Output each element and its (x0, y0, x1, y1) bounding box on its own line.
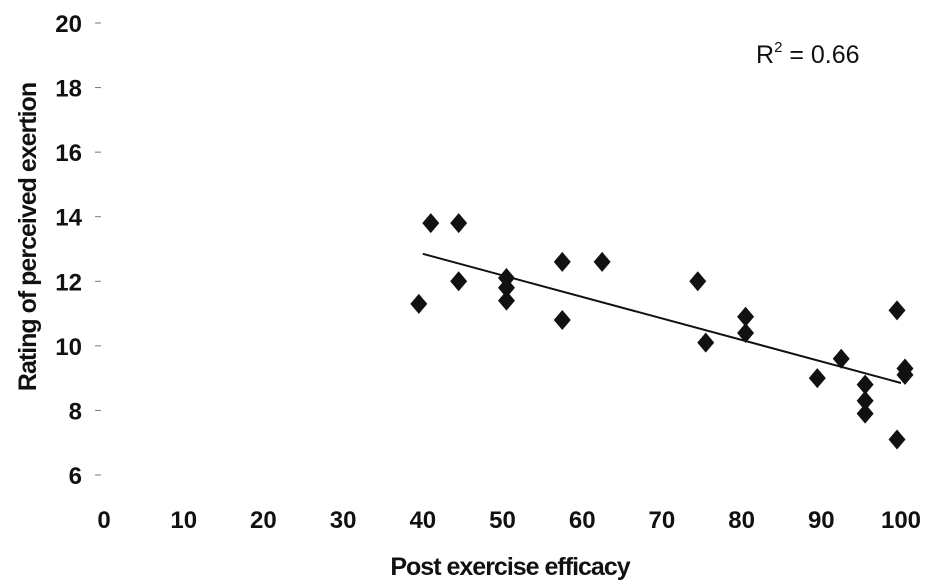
y-axis-title: Rating of perceived exertion (14, 83, 42, 391)
x-tick-label: 50 (489, 507, 516, 534)
data-point (888, 429, 906, 450)
data-point (422, 213, 440, 234)
data-point (497, 277, 515, 298)
data-point (888, 300, 906, 321)
data-point (593, 251, 611, 272)
x-tick-label: 10 (170, 507, 197, 534)
x-tick-label: 70 (649, 507, 676, 534)
data-point (808, 368, 826, 389)
y-tick-label: 14 (55, 205, 82, 232)
r-squared-annotation: R2 = 0.66 (756, 39, 860, 69)
data-point (856, 403, 874, 424)
trendline (422, 252, 902, 384)
y-tick-label: 8 (69, 398, 82, 425)
data-point (689, 271, 707, 292)
x-tick-label: 0 (97, 507, 110, 534)
data-point (410, 293, 428, 314)
data-point (697, 332, 715, 353)
data-point (737, 322, 755, 343)
data-point (737, 306, 755, 327)
y-tick-label: 12 (55, 269, 82, 296)
x-tick-label: 90 (808, 507, 835, 534)
data-point (553, 310, 571, 331)
x-tick-label: 30 (330, 507, 357, 534)
x-tick-label: 80 (728, 507, 755, 534)
x-tick-label: 60 (569, 507, 596, 534)
x-axis-tick-labels: 0 10 20 30 40 50 60 70 80 90 100 (97, 507, 921, 534)
data-point (832, 348, 850, 369)
data-point (497, 290, 515, 311)
y-tick-label: 20 (55, 11, 82, 38)
x-axis-title: Post exercise efficacy (390, 553, 630, 581)
y-tick-label: 18 (55, 76, 82, 103)
x-tick-label: 20 (250, 507, 277, 534)
data-point (856, 374, 874, 395)
y-axis-tick-labels: 6 8 10 12 14 16 18 20 (55, 11, 101, 490)
y-tick-label: 16 (55, 140, 82, 167)
r-squared-value: = 0.66 (782, 41, 859, 69)
data-point (856, 390, 874, 411)
x-tick-label: 40 (409, 507, 436, 534)
r-squared-base: R (756, 41, 774, 69)
y-tick-label: 10 (55, 334, 82, 361)
data-point (896, 364, 914, 385)
x-tick-label: 100 (881, 507, 921, 534)
data-points (410, 213, 914, 450)
data-point (450, 213, 468, 234)
data-point (553, 251, 571, 272)
y-tick-label: 6 (69, 463, 82, 490)
data-point (450, 271, 468, 292)
r-squared-exponent: 2 (774, 39, 782, 56)
